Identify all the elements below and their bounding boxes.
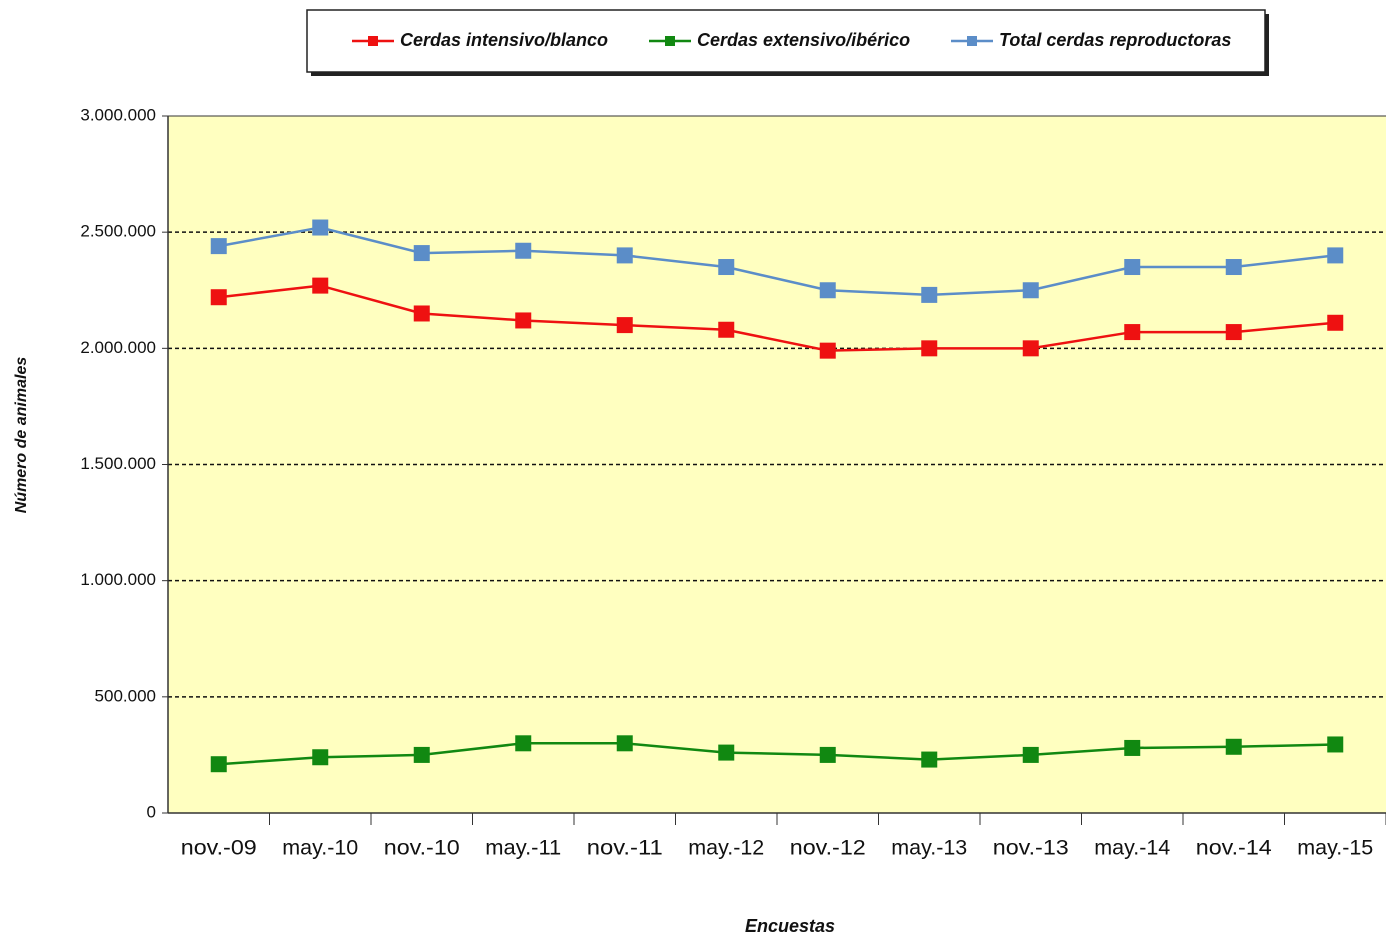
x-tick-label: may.-11 [485, 837, 561, 860]
y-tick-label: 500.000 [95, 686, 156, 705]
x-tick-label: may.-10 [282, 837, 358, 860]
point-marker [515, 242, 532, 259]
y-tick-label: 1.500.000 [80, 454, 156, 473]
point-marker [1124, 739, 1141, 756]
y-axis-label: Número de animales [13, 357, 30, 514]
point-marker [1327, 736, 1344, 753]
point-marker [616, 317, 633, 334]
legend-marker [368, 36, 378, 46]
x-tick-label: nov.-11 [587, 837, 663, 860]
point-marker [718, 259, 735, 276]
point-marker [210, 756, 227, 773]
point-marker [1327, 314, 1344, 331]
point-marker [312, 749, 329, 766]
point-marker [718, 321, 735, 338]
x-tick-label: nov.-09 [181, 837, 257, 860]
point-marker [413, 245, 430, 262]
x-tick-label: nov.-14 [1196, 837, 1272, 860]
series-line [218, 284, 1336, 352]
point-marker [616, 247, 633, 264]
x-tick-label: may.-14 [1094, 837, 1170, 860]
legend-label: Cerdas intensivo/blanco [400, 30, 608, 50]
legend-label: Total cerdas reproductoras [999, 30, 1231, 50]
point-marker [921, 751, 938, 768]
point-marker [312, 277, 329, 294]
y-tick-label: 0 [147, 802, 156, 821]
x-tick-label: may.-12 [688, 837, 764, 860]
legend-marker [665, 36, 675, 46]
legend-label: Cerdas extensivo/ibérico [697, 30, 910, 50]
point-marker [1327, 247, 1344, 264]
y-tick-label: 2.000.000 [80, 338, 156, 357]
point-marker [718, 744, 735, 761]
point-marker [819, 342, 836, 359]
x-tick-label: may.-15 [1297, 837, 1373, 860]
point-marker [210, 238, 227, 255]
point-marker [413, 746, 430, 763]
point-marker [210, 289, 227, 306]
point-marker [515, 312, 532, 329]
point-marker [515, 735, 532, 752]
point-marker [1022, 282, 1039, 299]
y-tick-label: 2.500.000 [80, 222, 156, 241]
y-tick-label: 1.000.000 [80, 570, 156, 589]
point-marker [1022, 746, 1039, 763]
series-line [218, 742, 1336, 766]
point-marker [819, 282, 836, 299]
series-line [218, 226, 1336, 297]
point-marker [1225, 324, 1242, 341]
point-marker [921, 340, 938, 357]
x-tick-label: nov.-12 [790, 837, 866, 860]
point-marker [413, 305, 430, 322]
point-marker [1022, 340, 1039, 357]
legend-box [306, 9, 1266, 73]
x-axis-label: Encuestas [745, 916, 835, 936]
legend-marker [967, 36, 977, 46]
point-marker [312, 219, 329, 236]
x-tick-label: nov.-10 [384, 837, 460, 860]
point-marker [819, 746, 836, 763]
x-tick-label: may.-13 [891, 837, 967, 860]
point-marker [1225, 738, 1242, 755]
x-tick-label: nov.-13 [993, 837, 1069, 860]
y-tick-label: 3.000.000 [80, 105, 156, 124]
point-marker [1225, 259, 1242, 276]
point-marker [616, 735, 633, 752]
point-marker [1124, 324, 1141, 341]
point-marker [1124, 259, 1141, 276]
point-marker [921, 286, 938, 303]
